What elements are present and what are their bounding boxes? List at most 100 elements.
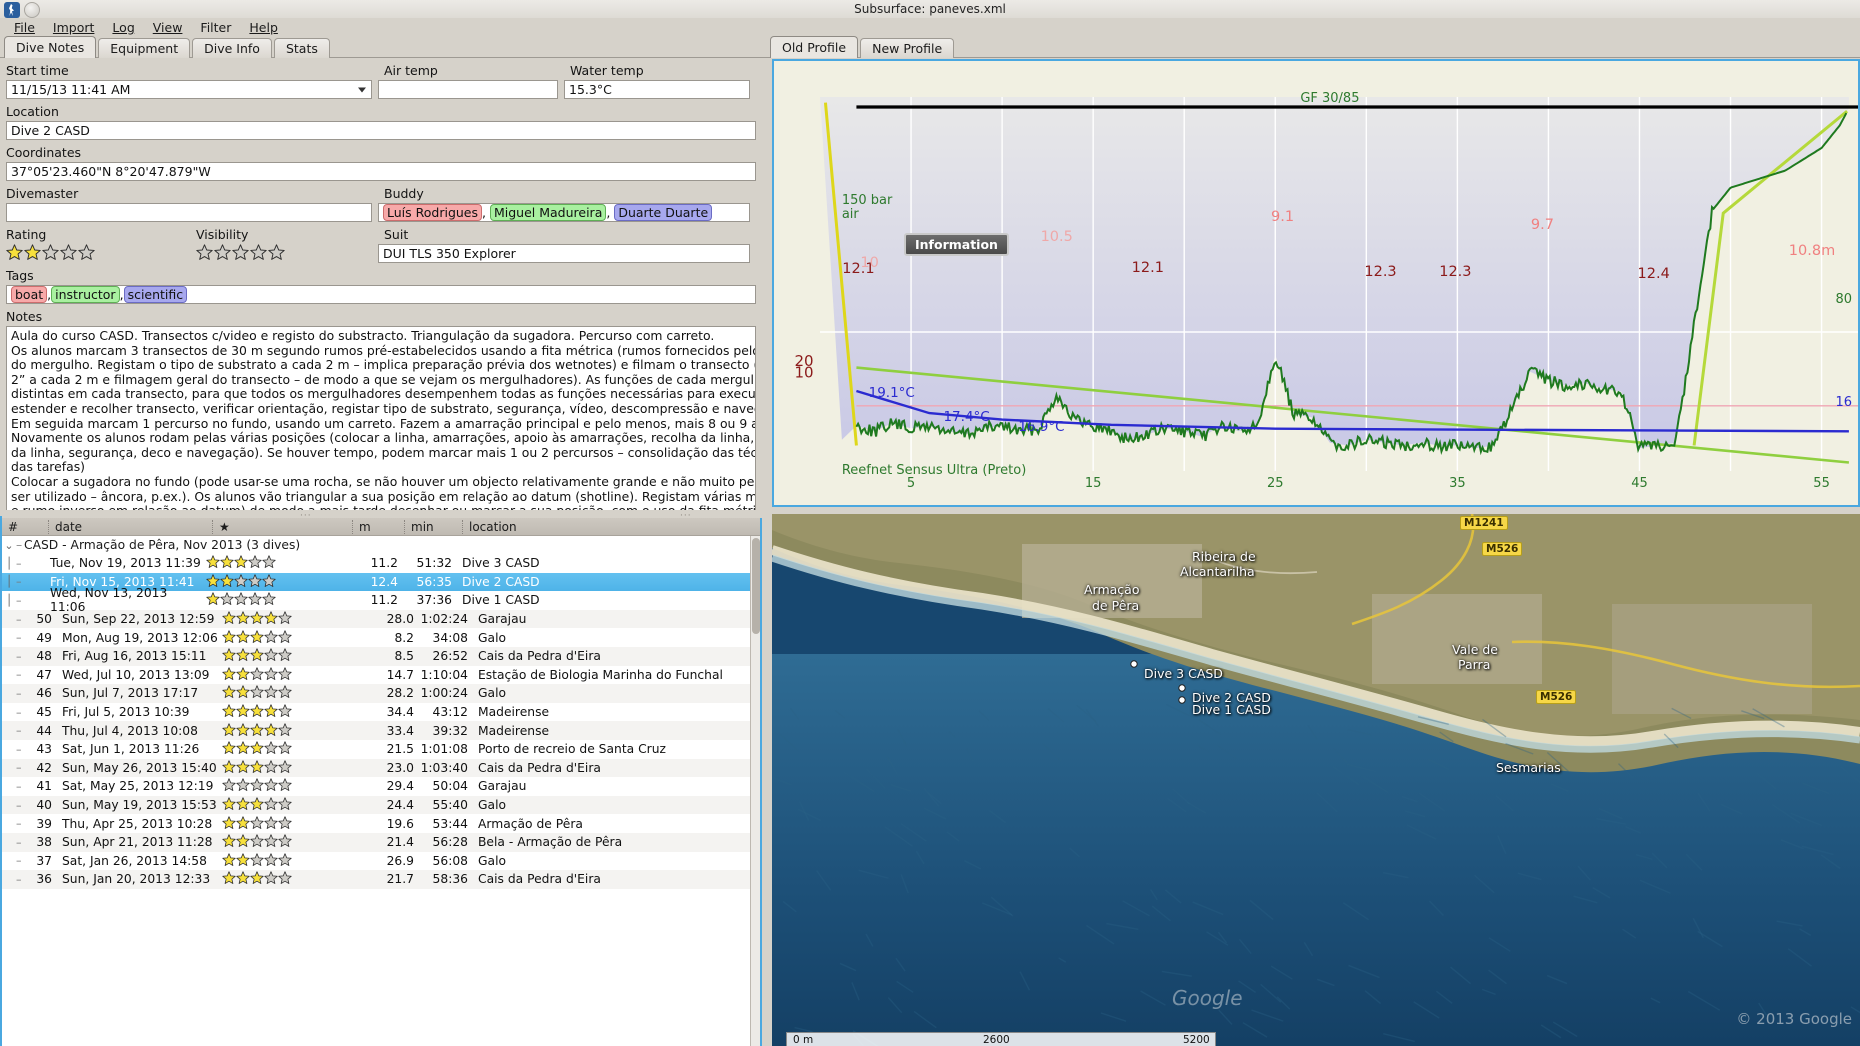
tab-dive-notes[interactable]: Dive Notes (4, 36, 97, 58)
column-resize-handles[interactable]: ··· ··· (2, 510, 764, 521)
cell-rating[interactable] (222, 760, 362, 776)
buddy-chip-3[interactable]: Duarte Duarte (614, 204, 713, 221)
table-row[interactable]: │ – Wed, Nov 13, 2013 11:06 11.2 37:36 Dive 1… (2, 586, 760, 614)
col-header-depth[interactable]: m (352, 519, 404, 534)
start-time-input[interactable]: 11/15/13 11:41 AM (6, 80, 372, 99)
cell-rating[interactable] (222, 648, 362, 664)
map-seafloor-texture (866, 768, 886, 790)
divemaster-input[interactable] (6, 203, 372, 222)
buddy-chip-2[interactable]: Miguel Madureira (489, 204, 607, 221)
dive-profile-panel[interactable]: GF 30/85 10 20 5 15 25 35 45 55 150 bar air Reefnet… (772, 59, 1860, 507)
menu-file[interactable]: File (14, 19, 35, 35)
cell-rating[interactable] (222, 685, 362, 701)
cell-rating[interactable] (222, 778, 362, 794)
table-row[interactable]: –36 Sun, Jan 20, 2013 12:33 21.7 58:36 Cais … (2, 870, 760, 889)
table-row[interactable]: –46 Sun, Jul 7, 2013 17:17 28.2 1:00:24 Galo (2, 684, 760, 703)
cell-rating[interactable] (222, 853, 362, 869)
cell-rating[interactable] (222, 834, 362, 850)
table-row[interactable]: │ – Tue, Nov 19, 2013 11:39 11.2 51:32 Dive 3… (2, 554, 760, 573)
map-road-badge: M1241 (1460, 516, 1508, 530)
map-label: Parra (1458, 657, 1491, 672)
dive-site-map[interactable]: Ribeira de Alcantarilha Armação de Pêra Vale… (772, 514, 1860, 1046)
table-row[interactable]: –48 Fri, Aug 16, 2013 15:11 8.5 26:52 Cais d… (2, 646, 760, 666)
map-dive-marker[interactable] (1130, 660, 1138, 668)
tag-chip-scientific[interactable]: scientific (123, 286, 188, 303)
table-row[interactable]: –47 Wed, Jul 10, 2013 13:09 14.7 1:10:04 Est… (2, 666, 760, 685)
dive-trip-group[interactable]: ⌄ – CASD - Armação de Pêra, Nov 2013 (3 di… (2, 536, 760, 554)
cell-rating[interactable] (222, 722, 362, 739)
cell-rating[interactable] (222, 704, 362, 720)
star-icon (250, 704, 264, 717)
cell-rating[interactable] (222, 815, 362, 832)
window-menu-icon[interactable] (24, 2, 40, 18)
table-row[interactable]: –38 Sun, Apr 21, 2013 11:28 21.4 56:28 Bela … (2, 832, 760, 852)
tab-dive-info[interactable]: Dive Info (192, 38, 272, 58)
tab-equipment[interactable]: Equipment (98, 38, 191, 58)
table-row[interactable]: –42 Sun, May 26, 2013 15:40 23.0 1:03:40 Cai… (2, 758, 760, 778)
tags-input[interactable]: boat, instructor, scientific (6, 285, 756, 304)
tag-chip-boat[interactable]: boat (11, 286, 48, 303)
air-temp-input[interactable] (378, 80, 558, 99)
cell-rating[interactable] (222, 629, 362, 646)
map-dive-marker[interactable] (1178, 684, 1186, 692)
water-temp-input[interactable]: 15.3°C (564, 80, 750, 99)
map-dive-marker[interactable] (1178, 696, 1186, 704)
col-header-number[interactable]: # (8, 519, 19, 534)
time-tick: 15 (1085, 476, 1102, 491)
map-seafloor-texture (1069, 847, 1080, 858)
menu-view[interactable]: View (152, 19, 183, 35)
map-seafloor-texture (1270, 965, 1293, 980)
suit-input[interactable]: DUI TLS 350 Explorer (378, 244, 750, 263)
cell-rating[interactable] (222, 667, 362, 683)
visibility-stars[interactable] (196, 244, 378, 260)
menu-log[interactable]: Log (112, 19, 135, 35)
menu-filter[interactable]: Filter (200, 19, 232, 35)
cell-rating[interactable] (222, 797, 362, 813)
tab-new-profile[interactable]: New Profile (860, 38, 955, 58)
table-row[interactable]: –49 Mon, Aug 19, 2013 12:06 8.2 34:08 Galo (2, 628, 760, 647)
tag-chip-instructor[interactable]: instructor (51, 286, 120, 303)
menu-help[interactable]: Help (249, 19, 278, 35)
map-seafloor-texture (1802, 782, 1830, 795)
table-row[interactable]: –50 Sun, Sep 22, 2013 12:59 28.0 1:02:24 Gar… (2, 609, 760, 629)
buddy-chip-1[interactable]: Luís Rodrigues (383, 204, 483, 221)
scrollbar-thumb[interactable] (752, 538, 760, 634)
buddy-input[interactable]: Luís Rodrigues, Miguel Madureira, Duarte… (378, 203, 750, 222)
cell-rating[interactable] (206, 592, 346, 608)
col-header-date[interactable]: date (48, 519, 212, 534)
resize-handle-2[interactable]: ··· (680, 511, 692, 521)
tab-stats[interactable]: Stats (273, 38, 330, 58)
table-row[interactable]: –45 Fri, Jul 5, 2013 10:39 34.4 43:12 Madeir… (2, 703, 760, 722)
star-icon (222, 629, 236, 643)
cell-rating[interactable] (206, 574, 346, 590)
information-button[interactable]: Information (904, 233, 1009, 256)
map-canvas[interactable] (772, 514, 1860, 1046)
table-row[interactable]: –37 Sat, Jan 26, 2013 14:58 26.9 56:08 Galo (2, 852, 760, 871)
cell-rating[interactable] (206, 555, 346, 571)
cell-rating[interactable] (222, 611, 362, 627)
table-row[interactable]: –43 Sat, Jun 1, 2013 11:26 21.5 1:01:08 Port… (2, 740, 760, 759)
expand-chevron-icon[interactable]: ⌄ (4, 538, 14, 552)
location-input[interactable]: Dive 2 CASD (6, 121, 756, 140)
map-seafloor-texture (923, 787, 940, 807)
dive-list-scrollbar[interactable] (750, 536, 760, 1046)
star-icon (250, 611, 264, 624)
table-row[interactable]: –40 Sun, May 19, 2013 15:53 24.4 55:40 Galo (2, 795, 760, 815)
map-seafloor-texture (1771, 803, 1801, 824)
resize-handle-1[interactable]: ··· (300, 511, 312, 521)
cell-rating[interactable] (222, 741, 362, 757)
rating-stars[interactable] (6, 244, 190, 260)
table-row[interactable]: –39 Thu, Apr 25, 2013 10:28 19.6 53:44 Armaç… (2, 814, 760, 833)
table-row[interactable]: │ – Fri, Nov 15, 2013 11:41 12.4 56:35 Dive 2… (2, 572, 760, 592)
table-row[interactable]: –41 Sat, May 25, 2013 12:19 29.4 50:04 Garaj… (2, 777, 760, 796)
coordinates-input[interactable]: 37°05'23.460"N 8°20'47.879"W (6, 162, 756, 181)
menu-import[interactable]: Import (52, 19, 95, 35)
cell-rating[interactable] (222, 871, 362, 887)
tab-old-profile[interactable]: Old Profile (770, 36, 859, 58)
col-header-rating[interactable]: ★ (212, 519, 352, 534)
col-header-location[interactable]: location (462, 519, 760, 534)
table-row[interactable]: –44 Thu, Jul 4, 2013 10:08 33.4 39:32 Madeir… (2, 721, 760, 740)
col-header-duration[interactable]: min (404, 519, 462, 534)
notes-textarea[interactable]: Aula do curso CASD. Transectos c/video e… (6, 326, 756, 544)
